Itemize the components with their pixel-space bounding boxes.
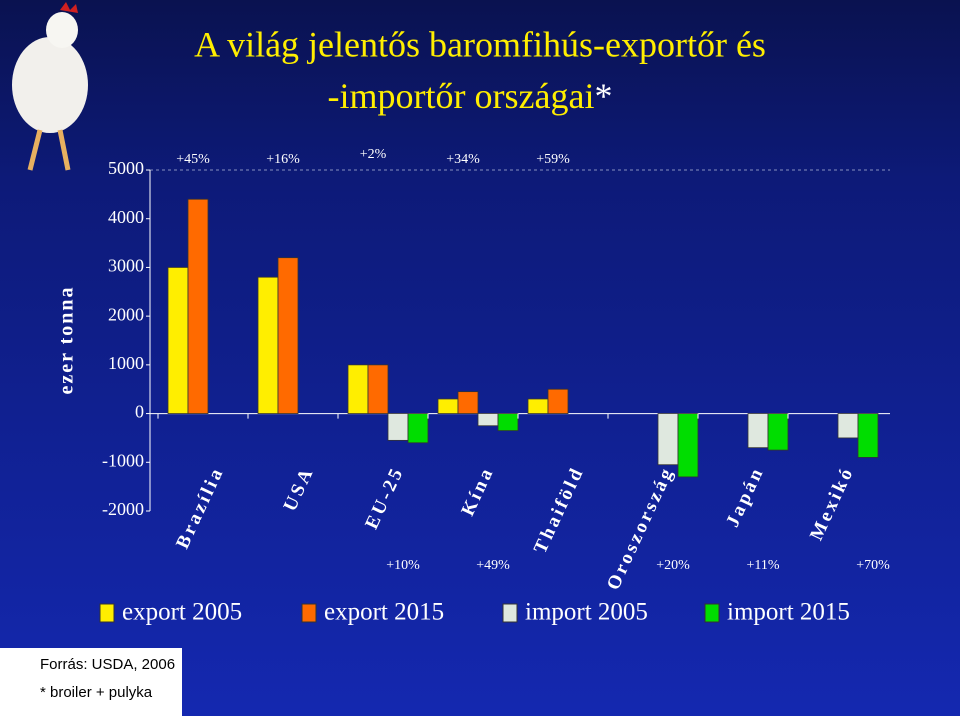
y-tick-label: -1000 [102,450,144,470]
y-tick-label: 1000 [108,353,144,373]
bar [747,413,769,449]
title-marker: * [594,76,612,116]
bar [387,413,409,441]
source-box [0,648,182,716]
bar [657,413,679,466]
y-tick-label: 2000 [108,304,144,324]
chart-title-line: -importőr országai [328,76,595,116]
bar [527,398,549,414]
bar [477,413,499,427]
chart-title: A világ jelentős baromfihús-exportőr és [194,24,766,64]
bar [367,364,389,414]
change-label: +70% [856,558,890,573]
change-label: +2% [360,147,387,162]
source: Forrás: USDA, 2006 [40,656,175,673]
change-label: +49% [476,558,510,573]
footnote: * broiler + pulyka [40,684,153,701]
bar [187,198,209,414]
bar [547,388,569,414]
bar [497,413,519,432]
legend-swatch [99,603,115,623]
bar [347,364,369,414]
bar [257,276,279,414]
y-tick-label: 0 [135,402,144,422]
change-label: +20% [656,558,690,573]
bar [677,413,699,478]
y-tick-label: -2000 [102,499,144,519]
chicken-illustration [12,2,88,171]
legend-label: import 2005 [525,599,648,626]
legend-label: export 2005 [122,599,242,626]
change-label: +16% [266,152,300,167]
change-label: +34% [446,152,480,167]
bar [457,391,479,414]
y-tick-label: 5000 [108,158,144,178]
y-tick-label: 4000 [108,207,144,227]
change-label: +10% [386,558,420,573]
bar [837,413,859,439]
y-tick-label: 3000 [108,256,144,276]
bar [437,398,459,414]
bar [407,413,429,444]
legend-label: import 2015 [727,599,850,626]
legend-swatch [502,603,518,623]
bar [277,257,299,414]
bar [767,413,789,451]
legend-swatch [704,603,720,623]
chart-title: -importőr országai* [328,76,613,116]
bar [857,413,879,458]
change-label: +11% [746,558,779,573]
change-label: +45% [176,152,210,167]
bar [167,267,189,414]
legend-label: export 2015 [324,599,444,626]
change-label: +59% [536,152,570,167]
y-axis-label: ezer tonna [56,285,78,394]
legend-swatch [301,603,317,623]
